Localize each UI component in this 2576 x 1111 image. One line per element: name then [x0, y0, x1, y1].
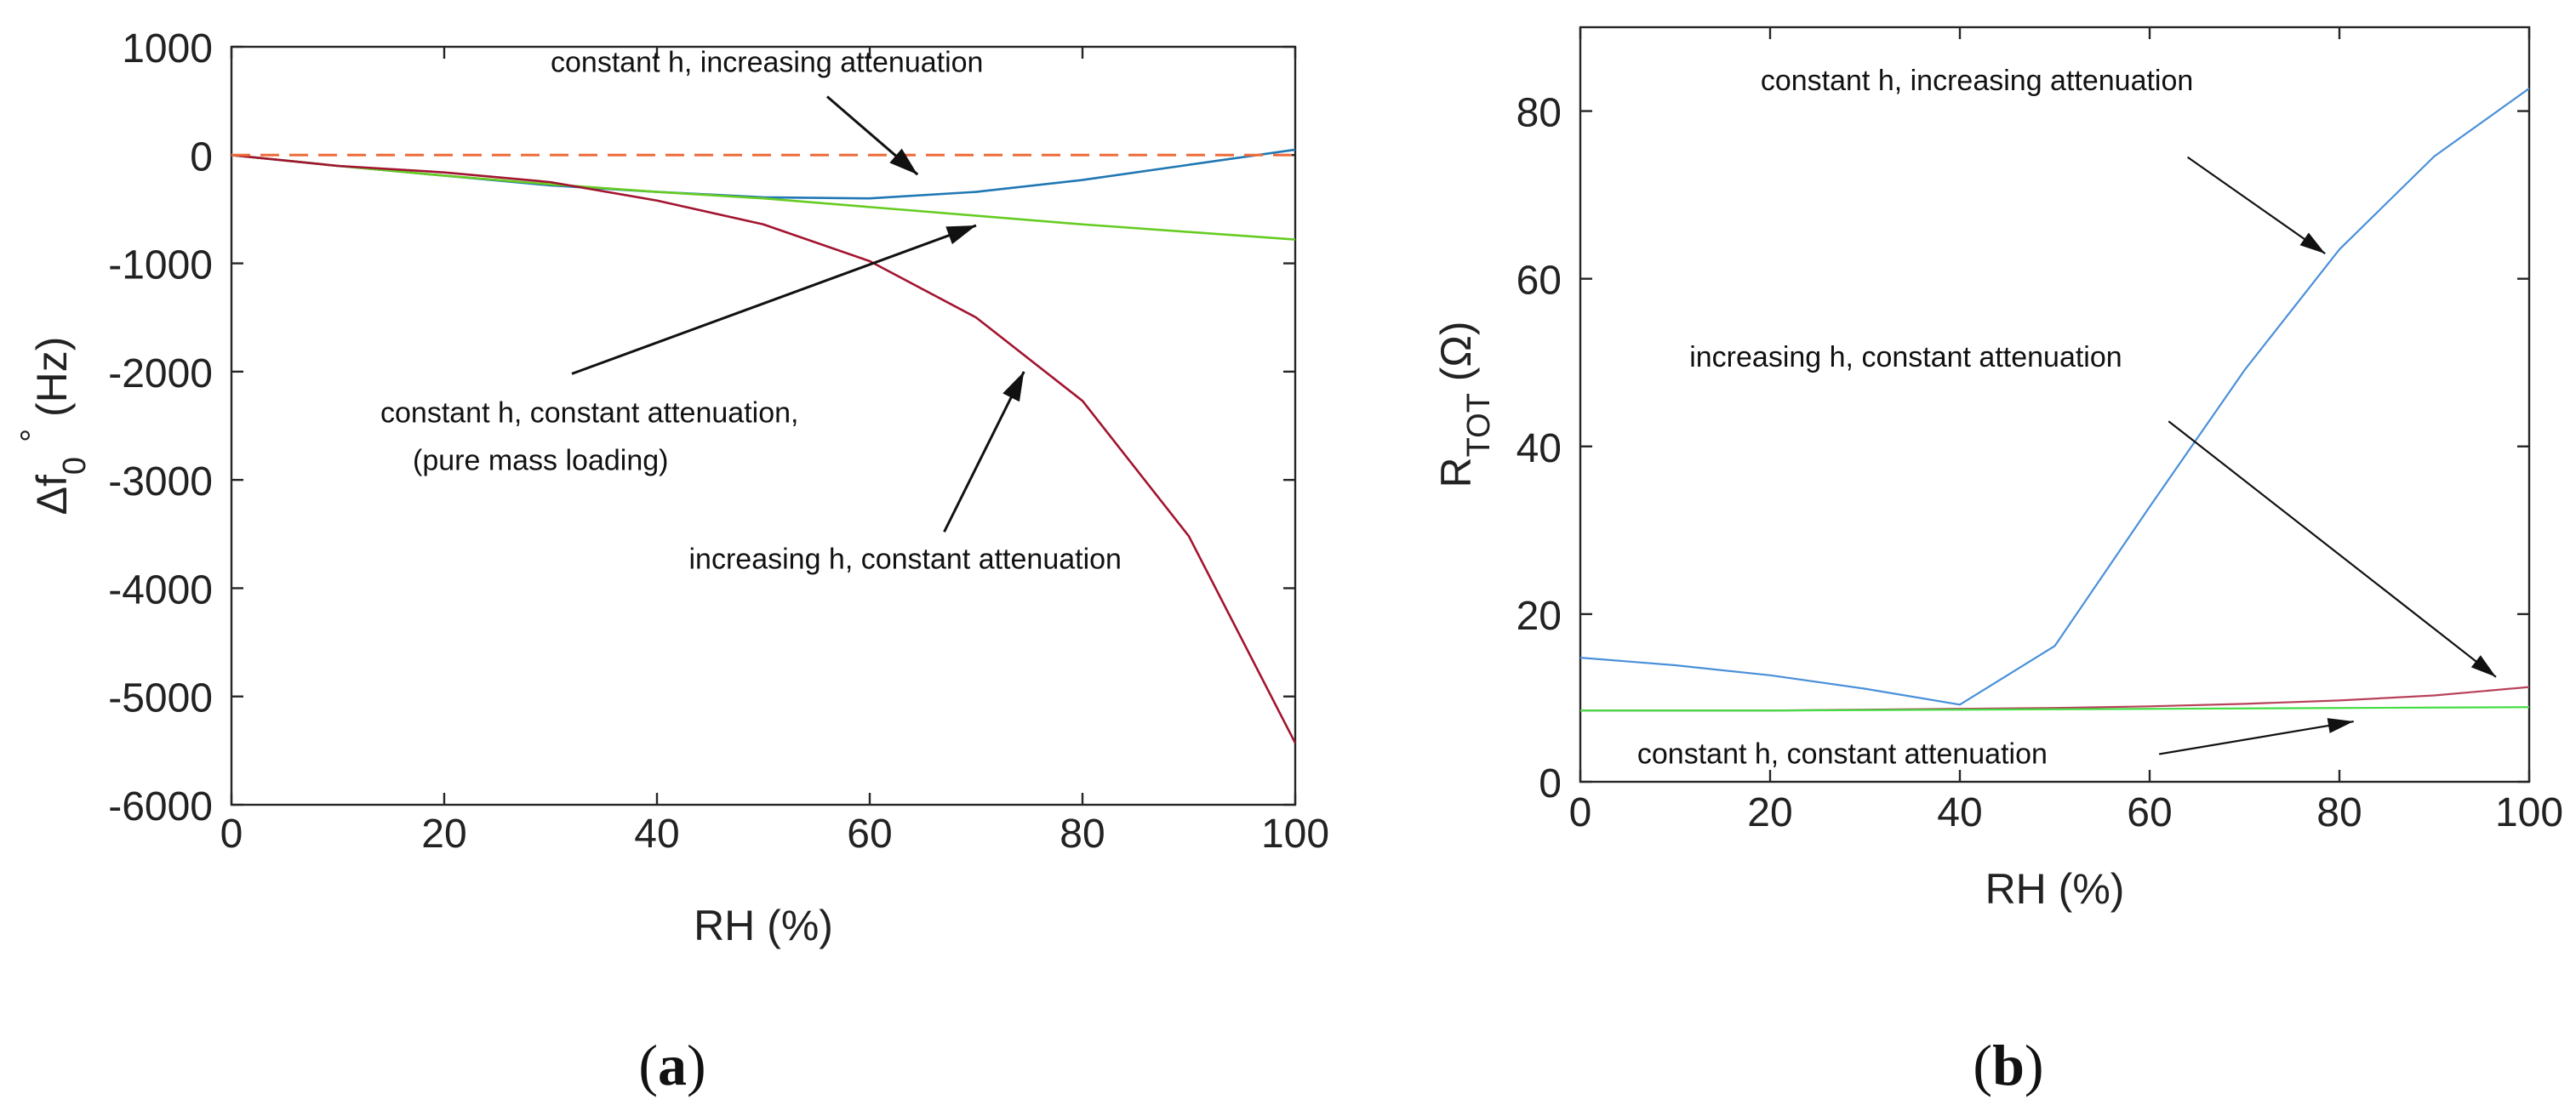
y-axis-label: RTOT (Ω) — [1432, 322, 1497, 488]
x-tick-label: 20 — [421, 812, 466, 857]
series-line — [1579, 88, 2530, 706]
annotation: constant h, constant attenuation — [1637, 718, 2354, 770]
y-tick-label: 1000 — [122, 26, 213, 71]
annotation-text: increasing h, constant attenuation — [1689, 341, 2122, 373]
y-tick-label: -6000 — [108, 784, 213, 829]
annotation: constant h, increasing attenuation — [1761, 65, 2326, 255]
annotation-arrowhead — [2470, 655, 2496, 677]
annotation-text: (pure mass loading) — [413, 445, 668, 477]
annotation-arrowhead — [2327, 718, 2354, 733]
y-tick-label: 0 — [1539, 761, 1562, 806]
annotation: constant h, constant attenuation, (pure m… — [380, 224, 977, 477]
chart-a: 0 20 40 60 80 100 1000 0 -1000 -2000 -3000 -4000 -50… — [14, 26, 1329, 1097]
x-tick-label: 60 — [2127, 790, 2172, 835]
series-line — [231, 148, 1296, 200]
series-line — [231, 153, 1296, 241]
y-tick-label: 80 — [1516, 91, 1562, 136]
annotation-text: constant h, increasing attenuation — [1761, 65, 2193, 97]
panel-label: (b) — [1973, 1033, 2043, 1097]
annotation-arrow-line — [2168, 420, 2497, 678]
annotation-arrowhead — [889, 148, 918, 175]
y-tick-label: -3000 — [108, 459, 213, 504]
annotation-arrow-line — [2158, 720, 2354, 755]
annotation-arrowhead — [2299, 232, 2326, 254]
series-group — [231, 148, 1297, 744]
series-line — [1580, 706, 2530, 712]
annotation-arrow-line — [571, 224, 977, 375]
series-line — [231, 153, 1297, 744]
x-tick-label: 100 — [1261, 812, 1329, 857]
annotation-text: increasing h, constant attenuation — [689, 544, 1122, 576]
annotation-arrow-line — [943, 371, 1025, 533]
annotation: constant h, increasing attenuation — [551, 46, 983, 176]
annotation-text: constant h, constant attenuation — [1637, 738, 2048, 770]
x-tick-label: 80 — [1060, 812, 1105, 857]
annotation: increasing h, constant attenuation — [689, 371, 1122, 576]
annotation-arrowhead — [945, 225, 976, 245]
y-tick-label: 0 — [190, 134, 213, 179]
x-tick-label: 80 — [2316, 790, 2362, 835]
y-axis-label: Δf0 ° (Hz) — [14, 337, 93, 516]
y-tick-label: -1000 — [108, 243, 213, 288]
annotation-text: constant h, constant attenuation, — [380, 397, 798, 430]
y-tick-label: -2000 — [108, 351, 213, 396]
annotation: increasing h, constant attenuation — [1689, 341, 2497, 678]
x-tick-label: 40 — [634, 812, 679, 857]
x-tick-label: 0 — [1569, 790, 1592, 835]
y-tick-label: -4000 — [108, 567, 213, 612]
plot-area — [1579, 26, 2531, 783]
x-tick-label: 40 — [1937, 790, 1982, 835]
y-tick-label: 40 — [1516, 426, 1562, 471]
chart-b: 0 20 40 60 80 100 0 20 40 60 80 constant h, increas… — [1432, 26, 2563, 1097]
series-group — [1579, 88, 2530, 712]
x-tick-label: 60 — [847, 812, 892, 857]
x-tick-label: 100 — [2495, 790, 2563, 835]
plot-area — [230, 45, 1297, 806]
x-axis-label: RH (%) — [694, 902, 833, 949]
x-tick-label: 20 — [1747, 790, 1792, 835]
y-tick-label: 20 — [1516, 594, 1562, 639]
y-tick-label: -5000 — [108, 676, 213, 721]
annotation-text: constant h, increasing attenuation — [551, 46, 983, 78]
panel-label: (a) — [638, 1033, 705, 1097]
annotation-arrowhead — [1002, 371, 1025, 402]
x-axis-label: RH (%) — [1985, 865, 2125, 913]
annotation-arrow-line — [2186, 156, 2326, 255]
x-tick-label: 0 — [220, 812, 243, 857]
y-tick-label: 60 — [1516, 259, 1562, 304]
